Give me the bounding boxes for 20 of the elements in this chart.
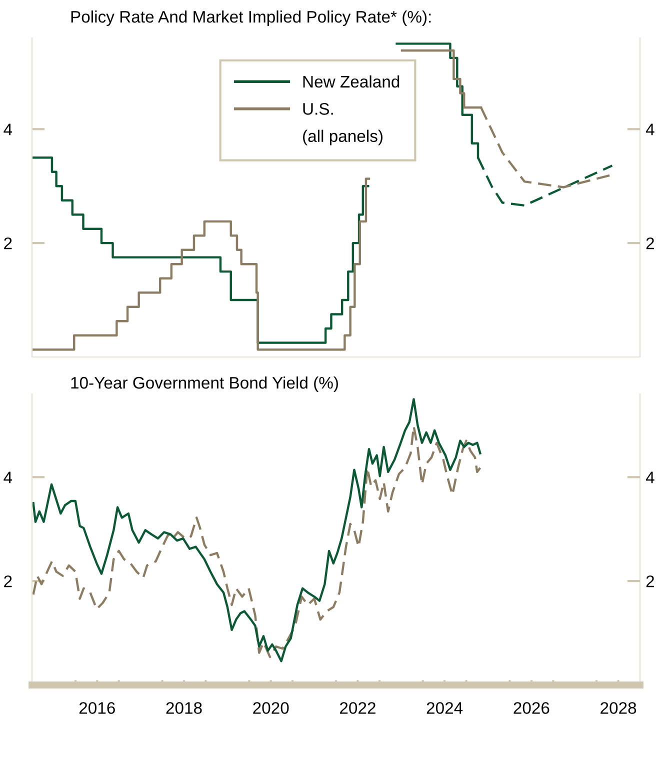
- y2-tick-label: 4: [646, 472, 654, 484]
- legend-label: U.S.: [303, 103, 333, 115]
- chart-title: 10-Year Government Bond Yield (%): [71, 376, 338, 392]
- y-tick-label: 4: [4, 472, 12, 484]
- legend-title: (all panels): [303, 130, 382, 146]
- x-tick-label: 2016: [79, 702, 115, 714]
- x-tick-label: 2022: [340, 702, 376, 714]
- y-tick-label: 2: [4, 237, 12, 250]
- legend-label: New Zealand: [303, 75, 400, 88]
- x-tick-label: 2028: [600, 702, 636, 714]
- y2-tick-label: 2: [646, 237, 654, 250]
- y-tick-label: 4: [4, 124, 12, 136]
- chart-title: Policy Rate And Market Implied Policy Rate* (%):: [71, 10, 431, 26]
- y-tick-label: 2: [4, 575, 12, 588]
- y2-tick-label: 4: [646, 124, 654, 136]
- x-tick-label: 2018: [166, 702, 202, 714]
- y2-tick-label: 2: [646, 575, 654, 588]
- x-tick-label: 2024: [426, 702, 463, 714]
- x-tick-label: 2020: [253, 702, 289, 714]
- x-tick-label: 2026: [514, 702, 550, 714]
